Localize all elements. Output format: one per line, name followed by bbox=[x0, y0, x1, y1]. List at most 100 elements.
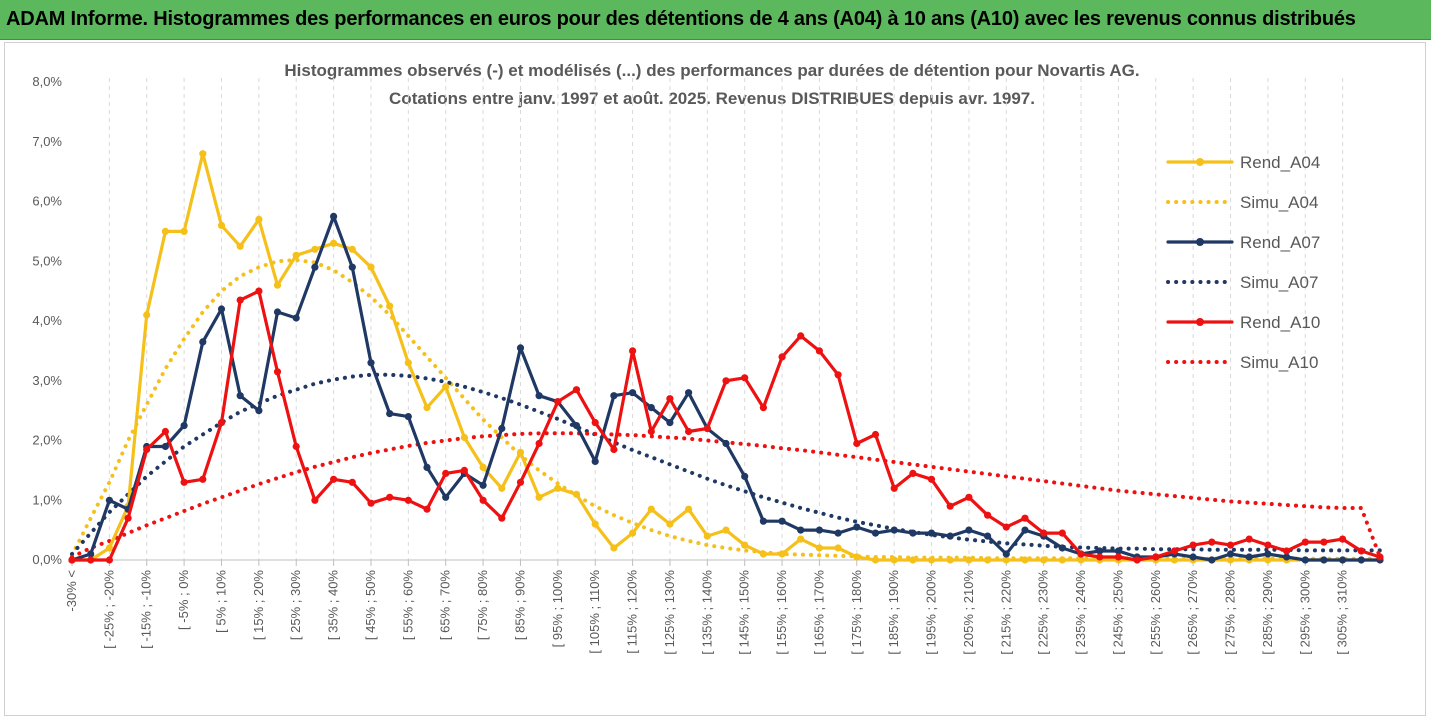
chart-subtitle: Cotations entre janv. 1997 et août. 2025… bbox=[389, 89, 1035, 108]
series-Rend_A07-point bbox=[516, 344, 525, 352]
series-Rend_A07-point bbox=[871, 529, 880, 537]
series-Rend_A07-point bbox=[927, 529, 936, 537]
series-Rend_A07-point bbox=[367, 359, 375, 367]
series-Rend_A10-point bbox=[629, 347, 637, 355]
x-tick-label: [ 235% ; 240% bbox=[1073, 570, 1088, 655]
series-Rend_A07-point bbox=[404, 413, 412, 421]
series-Rend_A04-point bbox=[741, 541, 749, 549]
series-Rend_A04-point bbox=[330, 239, 338, 247]
series-Rend_A04-point bbox=[535, 493, 543, 501]
x-tick-label: [ 245% ; 250% bbox=[1110, 570, 1125, 655]
series-Rend_A04-point bbox=[759, 550, 768, 558]
report-title: ADAM Informe. Histogrammes des performan… bbox=[6, 8, 1356, 30]
series-Rend_A10-point bbox=[1040, 529, 1048, 537]
series-Rend_A04-point bbox=[722, 526, 730, 534]
x-tick-label: [ 185% ; 190% bbox=[886, 570, 901, 655]
series-Rend_A07-point bbox=[1058, 544, 1066, 552]
series-Rend_A10-point bbox=[217, 419, 226, 427]
series-Rend_A10-point bbox=[572, 386, 581, 394]
series-Rend_A10-point bbox=[180, 478, 188, 486]
series-Rend_A04-point bbox=[255, 215, 263, 223]
series-Rend_A04-point bbox=[1077, 556, 1085, 564]
series-Rend_A07-point bbox=[386, 410, 394, 418]
series-Rend_A10-point bbox=[1058, 529, 1066, 537]
series-Rend_A10-point bbox=[1208, 538, 1216, 546]
series-Rend_A07-point bbox=[722, 439, 730, 448]
series-Rend_A07-point bbox=[647, 404, 655, 412]
series-Rend_A04-point bbox=[965, 556, 973, 564]
series-Rend_A04-point bbox=[1002, 556, 1010, 564]
series-Rend_A10-point bbox=[1226, 541, 1235, 549]
y-tick-label: 8,0% bbox=[32, 74, 62, 89]
series-Rend_A10-point bbox=[199, 475, 207, 483]
series-Rend_A07-point bbox=[1283, 553, 1291, 561]
x-tick-label: [ 255% ; 260% bbox=[1148, 570, 1163, 655]
series-Rend_A10-point bbox=[498, 514, 506, 522]
x-tick-label: [ 5% ; 10% bbox=[213, 570, 228, 633]
series-Rend_A04-point bbox=[292, 251, 300, 259]
series-Rend_A07-point bbox=[1189, 553, 1197, 561]
y-tick-label: 1,0% bbox=[32, 492, 62, 507]
series-Rend_A10-point bbox=[124, 514, 132, 522]
series-Rend_A10-point bbox=[273, 368, 282, 376]
series-Rend_A10-point bbox=[1096, 553, 1104, 561]
series-Rend_A04-point bbox=[498, 484, 506, 492]
series-Rend_A07-point bbox=[685, 389, 693, 397]
legend-label-Simu_A10: Simu_A10 bbox=[1240, 353, 1318, 372]
series-Rend_A07-point bbox=[1002, 550, 1010, 558]
series-Rend_A10-point bbox=[703, 424, 711, 433]
series-Rend_A04-point bbox=[629, 529, 637, 537]
series-Rend_A10-point bbox=[311, 496, 319, 504]
series-Rend_A10-point bbox=[1077, 550, 1085, 558]
series-Rend_A04-point bbox=[460, 433, 468, 442]
series-Rend_A07-point bbox=[1208, 556, 1216, 564]
series-Rend_A04-point bbox=[516, 448, 525, 456]
series-Rend_A04-point bbox=[909, 556, 917, 564]
series-Rend_A10-point bbox=[535, 439, 543, 448]
series-Rend_A04-point bbox=[984, 556, 992, 564]
series-Rend_A10-point bbox=[1264, 541, 1272, 549]
x-tick-label: [ 55% ; 60% bbox=[400, 570, 415, 641]
x-tick-label: [ 295% ; 300% bbox=[1297, 570, 1312, 655]
series-Rend_A10-point bbox=[591, 419, 599, 427]
series-Rend_A07-line bbox=[70, 214, 1382, 562]
series-Rend_A10-point bbox=[236, 296, 244, 304]
legend-label-Rend_A07: Rend_A07 bbox=[1240, 233, 1320, 252]
series-Rend_A10-point bbox=[797, 332, 805, 340]
series-Rend_A10-point bbox=[292, 442, 300, 451]
series-Rend_A07-point bbox=[834, 529, 842, 537]
series-Rend_A04-point bbox=[815, 544, 824, 552]
series-Rend_A07-point bbox=[199, 338, 207, 346]
series-Rend_A10-point bbox=[423, 505, 431, 513]
x-tick-label: [ 15% ; 20% bbox=[251, 570, 266, 641]
series-Rend_A10-point bbox=[685, 427, 693, 436]
series-Rend_A10-point bbox=[890, 484, 898, 492]
series-Rend_A04-point bbox=[853, 553, 861, 561]
grid-lines bbox=[108, 78, 1344, 560]
series-Rend_A10-point bbox=[105, 556, 113, 564]
series-Rend_A04-point bbox=[871, 556, 880, 564]
series-Simu_A04-line bbox=[70, 258, 1382, 561]
series-Rend_A10-point bbox=[1021, 514, 1029, 522]
series-Rend_A10-point bbox=[1002, 523, 1010, 531]
series-Rend_A07-point bbox=[273, 308, 282, 316]
series-Rend_A10-point bbox=[554, 398, 562, 406]
series-Rend_A07-point bbox=[255, 407, 263, 415]
series-Rend_A10-point bbox=[460, 466, 468, 474]
series-Rend_A07-point bbox=[629, 389, 637, 397]
series-Rend_A10-point bbox=[1170, 547, 1179, 555]
series-Rend_A07-point bbox=[498, 424, 506, 433]
x-tick-label: [ 105% ; 110% bbox=[587, 570, 602, 654]
series-Rend_A07-point bbox=[610, 392, 618, 400]
series-Rend_A04-point bbox=[591, 520, 599, 528]
series-Rend_A10-point bbox=[834, 371, 842, 379]
series-Rend_A07-point bbox=[1320, 556, 1328, 564]
series-Rend_A07-point bbox=[1226, 550, 1235, 558]
series-Rend_A07-point bbox=[292, 314, 300, 322]
series-Rend_A04-point bbox=[666, 520, 674, 528]
series-Simu_A07-line bbox=[70, 372, 1382, 556]
x-tick-label: [ 125% ; 130% bbox=[662, 570, 677, 655]
series-Rend_A10-point bbox=[984, 511, 992, 519]
series-Rend_A04-point bbox=[367, 263, 375, 271]
